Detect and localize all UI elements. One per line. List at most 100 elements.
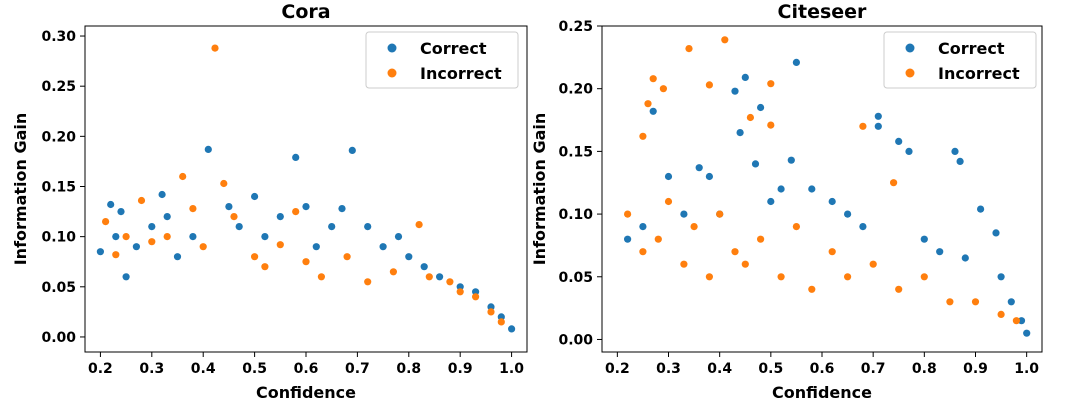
point-incorrect-cora	[261, 263, 269, 271]
y-tick-label-citeseer: 0.05	[558, 270, 593, 286]
x-tick-label-cora: 0.9	[448, 361, 473, 377]
point-correct-cora	[132, 243, 140, 251]
point-incorrect-citeseer	[946, 298, 954, 306]
point-incorrect-cora	[425, 273, 433, 281]
point-correct-citeseer	[936, 248, 944, 256]
point-correct-citeseer	[895, 137, 903, 145]
point-correct-citeseer	[1023, 329, 1031, 337]
point-incorrect-cora	[364, 278, 372, 286]
point-incorrect-citeseer	[746, 113, 755, 122]
point-incorrect-citeseer	[844, 273, 852, 281]
legend-cora: Correct Incorrect	[365, 31, 519, 89]
y-axis-label-citeseer: Information Gain	[530, 113, 549, 266]
point-incorrect-citeseer	[757, 235, 765, 243]
point-incorrect-citeseer	[828, 248, 836, 256]
y-tick-label-cora: 0.00	[41, 330, 76, 346]
point-correct-citeseer	[787, 156, 795, 164]
x-tick-label-citeseer: 0.4	[707, 361, 732, 377]
point-incorrect-cora	[487, 308, 495, 316]
point-incorrect-citeseer	[690, 223, 698, 231]
point-correct-citeseer	[828, 197, 836, 206]
point-correct-citeseer	[680, 210, 688, 218]
legend-marker-correct-citeseer	[905, 43, 915, 53]
chart-cora: Cora Confidence Information Gain 0.2 0.3 0…	[11, 1, 528, 402]
point-incorrect-citeseer	[767, 80, 775, 88]
point-incorrect-citeseer	[731, 248, 739, 256]
point-correct-citeseer	[997, 273, 1005, 281]
y-tick-label-citeseer: 0.15	[558, 144, 593, 160]
x-tick-label-citeseer: 0.2	[605, 361, 630, 377]
y-tick-label-cora: 0.25	[41, 79, 76, 95]
y-tick-label-citeseer: 0.00	[558, 332, 593, 348]
point-incorrect-cora	[343, 253, 351, 261]
point-incorrect-citeseer	[624, 210, 632, 218]
point-correct-citeseer	[736, 129, 744, 137]
y-tick-label-cora: 0.10	[41, 230, 76, 246]
point-incorrect-cora	[112, 251, 120, 259]
x-tick-label-cora: 0.5	[242, 361, 267, 377]
x-tick-label-citeseer: 0.8	[912, 361, 937, 377]
point-incorrect-citeseer	[654, 235, 662, 243]
point-correct-cora	[163, 213, 171, 221]
point-correct-citeseer	[951, 147, 959, 155]
x-tick-label-citeseer: 0.9	[963, 361, 988, 377]
point-incorrect-cora	[251, 253, 259, 261]
y-tick-label-cora: 0.15	[41, 179, 76, 195]
point-correct-citeseer	[920, 235, 928, 243]
point-correct-citeseer	[695, 164, 703, 172]
point-correct-citeseer	[808, 185, 816, 193]
point-correct-citeseer	[956, 157, 964, 165]
point-incorrect-cora	[292, 208, 300, 216]
point-incorrect-cora	[415, 221, 423, 229]
point-incorrect-citeseer	[890, 179, 898, 187]
ticks-cora: 0.2 0.3 0.4 0.5 0.6 0.7 0.8 0.9 1.0 0.00 0.05 0.10 0…	[41, 29, 524, 377]
point-incorrect-citeseer	[869, 260, 877, 268]
point-correct-cora	[235, 223, 243, 231]
point-incorrect-cora	[446, 278, 454, 286]
point-correct-cora	[122, 273, 130, 281]
point-correct-cora	[292, 153, 300, 161]
point-incorrect-cora	[389, 268, 397, 276]
point-correct-cora	[312, 243, 320, 251]
point-incorrect-citeseer	[792, 223, 801, 231]
point-correct-cora	[394, 233, 403, 241]
y-tick-label-citeseer: 0.25	[558, 19, 593, 35]
point-incorrect-citeseer	[680, 260, 688, 268]
point-correct-citeseer	[751, 160, 760, 168]
point-correct-cora	[420, 263, 428, 271]
point-correct-citeseer	[777, 185, 785, 193]
legend-label-incorrect-citeseer: Incorrect	[938, 64, 1020, 83]
points-cora	[96, 44, 516, 333]
point-correct-cora	[348, 146, 356, 154]
point-correct-citeseer	[859, 223, 867, 231]
legend-label-correct-cora: Correct	[420, 39, 487, 58]
y-tick-label-citeseer: 0.10	[558, 207, 593, 223]
point-correct-citeseer	[731, 87, 739, 95]
x-tick-label-citeseer: 0.5	[758, 361, 783, 377]
point-incorrect-citeseer	[741, 260, 749, 268]
point-incorrect-citeseer	[777, 273, 785, 281]
point-incorrect-citeseer	[644, 100, 652, 108]
legend-marker-incorrect-cora	[387, 68, 397, 78]
point-incorrect-cora	[163, 233, 171, 241]
point-correct-cora	[302, 203, 310, 211]
legend-label-correct-citeseer: Correct	[938, 39, 1005, 58]
point-correct-cora	[497, 313, 505, 321]
point-incorrect-citeseer	[767, 121, 775, 129]
point-correct-cora	[117, 208, 125, 216]
point-correct-citeseer	[639, 223, 647, 231]
chart-citeseer: Citeseer Confidence Information Gain 0.2…	[530, 1, 1043, 402]
y-tick-label-cora: 0.30	[41, 29, 76, 45]
point-correct-citeseer	[977, 205, 985, 213]
point-correct-citeseer	[844, 210, 852, 218]
point-correct-cora	[276, 213, 284, 221]
point-incorrect-cora	[148, 238, 156, 246]
point-correct-cora	[225, 203, 233, 211]
point-incorrect-cora	[302, 258, 310, 266]
point-incorrect-citeseer	[997, 310, 1005, 318]
legend-label-incorrect-cora: Incorrect	[420, 64, 502, 83]
point-incorrect-cora	[199, 243, 207, 251]
point-correct-cora	[173, 253, 182, 261]
point-incorrect-cora	[497, 318, 505, 326]
y-tick-label-cora: 0.20	[41, 129, 76, 145]
